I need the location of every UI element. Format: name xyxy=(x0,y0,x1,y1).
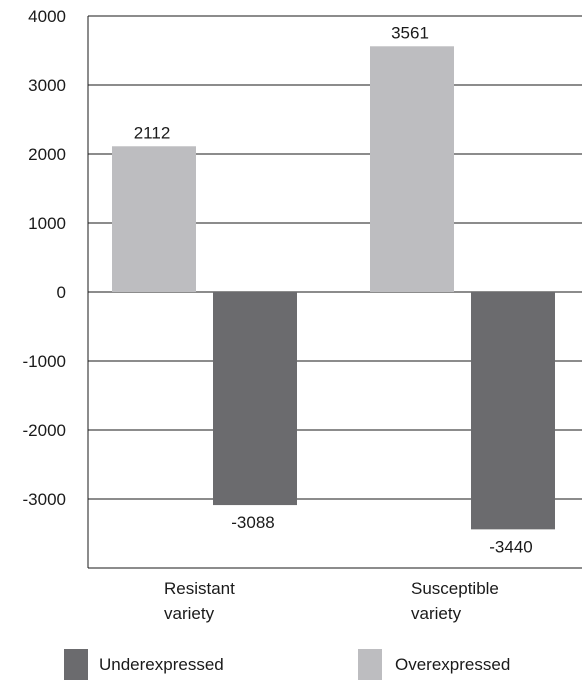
category-label-0-line-0: Resistant xyxy=(164,579,235,598)
data-label-overexpressed-1: 3561 xyxy=(391,23,429,42)
y-tick-label-0: 0 xyxy=(57,283,66,302)
y-tick-label-3000: 3000 xyxy=(28,76,66,95)
y-tick-label-1000: 1000 xyxy=(28,214,66,233)
bar-overexpressed-0 xyxy=(112,146,196,292)
y-tick-label--1000: -1000 xyxy=(23,352,66,371)
legend-swatch-underexpressed xyxy=(64,649,88,680)
bar-underexpressed-1 xyxy=(471,292,555,530)
y-tick-label--3000: -3000 xyxy=(23,490,66,509)
bar-overexpressed-1 xyxy=(370,46,454,292)
category-label-1-line-1: variety xyxy=(411,604,462,623)
y-tick-label-2000: 2000 xyxy=(28,145,66,164)
category-label-1-line-0: Susceptible xyxy=(411,579,499,598)
legend-swatch-overexpressed xyxy=(358,649,382,680)
data-label-overexpressed-0: 2112 xyxy=(134,123,171,142)
y-tick-label--2000: -2000 xyxy=(23,421,66,440)
category-label-0-line-1: variety xyxy=(164,604,215,623)
legend-label-overexpressed: Overexpressed xyxy=(395,655,510,674)
data-label-underexpressed-0: -3088 xyxy=(231,513,274,532)
bar-underexpressed-0 xyxy=(213,292,297,506)
legend-label-underexpressed: Underexpressed xyxy=(99,655,224,674)
y-tick-label-4000: 4000 xyxy=(28,7,66,26)
data-label-underexpressed-1: -3440 xyxy=(489,537,532,556)
